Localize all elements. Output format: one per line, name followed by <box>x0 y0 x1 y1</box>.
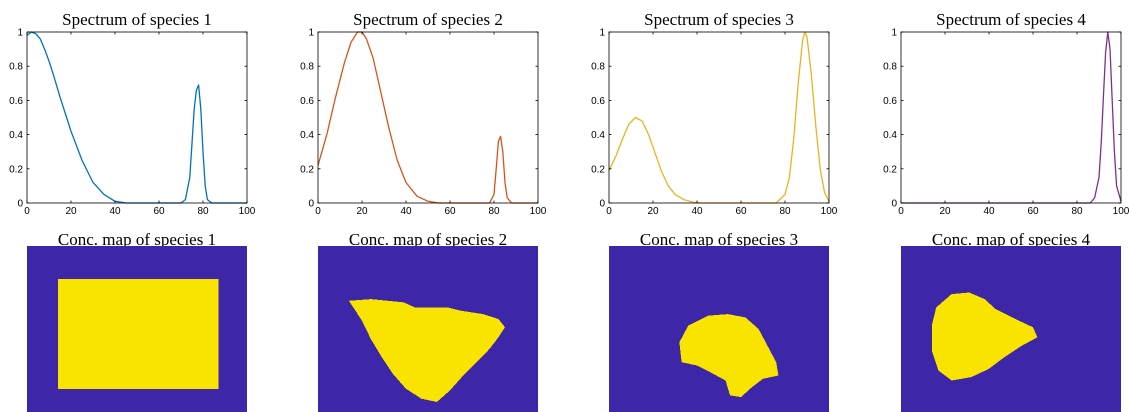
spectrum-title-2: Spectrum of species 2 <box>353 10 503 29</box>
y-tick-label: 0.6 <box>300 96 314 107</box>
x-tick-label: 100 <box>239 206 256 217</box>
y-tick-label: 0 <box>891 199 897 210</box>
x-tick-label: 80 <box>779 206 791 217</box>
series-line-2 <box>317 31 538 204</box>
spectrum-panel-3: Spectrum of species 3 0 20 40 60 80 100 0 0.2 0.… <box>591 10 838 217</box>
map-title-4: Conc. map of species 4 <box>932 230 1091 249</box>
y-tick-label: 0.2 <box>591 164 605 175</box>
concentration-region-4 <box>931 292 1038 381</box>
y-tick-label: 0.6 <box>591 96 605 107</box>
x-tick-label: 60 <box>153 206 165 217</box>
map-panel-2: Conc. map of species 2 <box>318 230 538 412</box>
axes-frame-4 <box>900 31 1122 204</box>
axes-frame-3 <box>608 31 830 204</box>
map-panel-4: Conc. map of species 4 <box>901 230 1121 412</box>
concentration-region-1 <box>57 279 219 389</box>
y-tick-label: 0.6 <box>883 96 897 107</box>
x-tick-label: 40 <box>400 206 412 217</box>
x-tick-label: 40 <box>109 206 121 217</box>
y-tick-label: 0.4 <box>9 130 23 141</box>
x-tick-label: 20 <box>356 206 368 217</box>
map-panel-3: Conc. map of species 3 <box>609 230 829 412</box>
y-tick-label: 1 <box>308 28 314 39</box>
x-tick-label: 80 <box>197 206 209 217</box>
y-tick-label: 0.4 <box>300 130 314 141</box>
y-tick-label: 0 <box>308 199 314 210</box>
axes-frame-2 <box>317 31 539 204</box>
y-tick-label: 1 <box>891 28 897 39</box>
y-tick-label: 1 <box>17 28 23 39</box>
y-tick-label: 0.8 <box>883 62 897 73</box>
y-tick-label: 0 <box>599 199 605 210</box>
series-line-4 <box>901 31 1122 204</box>
y-tick-label: 0 <box>17 199 23 210</box>
x-tick-label: 100 <box>1113 206 1129 217</box>
x-tick-label: 100 <box>821 206 838 217</box>
spectrum-title-4: Spectrum of species 4 <box>936 10 1086 29</box>
x-tick-label: 60 <box>1027 206 1039 217</box>
spectrum-panel-1: Spectrum of species 1 0 20 40 60 80 100 0 0.2 0.… <box>9 10 256 217</box>
x-tick-label: 0 <box>24 206 30 217</box>
x-tick-label: 0 <box>898 206 904 217</box>
x-tick-label: 100 <box>530 206 547 217</box>
spectrum-title-3: Spectrum of species 3 <box>644 10 794 29</box>
y-tick-label: 0.4 <box>883 130 897 141</box>
spectrum-panel-4: Spectrum of species 4 0 20 40 60 80 100 0 0.2 0.… <box>883 10 1129 217</box>
x-tick-label: 20 <box>647 206 659 217</box>
series-line-3 <box>608 31 830 204</box>
x-tick-label: 0 <box>606 206 612 217</box>
x-tick-label: 20 <box>65 206 77 217</box>
y-tick-label: 0.8 <box>300 62 314 73</box>
y-tick-label: 0.2 <box>9 164 23 175</box>
map-panel-1: Conc. map of species 1 <box>27 230 247 412</box>
spectrum-panel-2: Spectrum of species 2 0 20 40 60 80 100 0 0.2 0.… <box>300 10 547 217</box>
y-tick-label: 1 <box>599 28 605 39</box>
concentration-region-2 <box>348 299 505 402</box>
y-tick-label: 0.4 <box>591 130 605 141</box>
x-tick-label: 60 <box>444 206 456 217</box>
x-tick-label: 40 <box>691 206 703 217</box>
map-title-2: Conc. map of species 2 <box>349 230 507 249</box>
x-tick-label: 0 <box>315 206 321 217</box>
y-tick-label: 0.8 <box>9 62 23 73</box>
concentration-region-3 <box>679 314 779 398</box>
x-tick-label: 60 <box>735 206 747 217</box>
x-tick-label: 80 <box>1071 206 1083 217</box>
x-tick-label: 20 <box>939 206 951 217</box>
x-tick-label: 80 <box>488 206 500 217</box>
y-tick-label: 0.2 <box>883 164 897 175</box>
map-title-3: Conc. map of species 3 <box>640 230 798 249</box>
series-line-1 <box>26 31 247 204</box>
spectrum-title-1: Spectrum of species 1 <box>62 10 212 29</box>
y-tick-label: 0.2 <box>300 164 314 175</box>
map-title-1: Conc. map of species 1 <box>58 230 216 249</box>
x-tick-label: 40 <box>983 206 995 217</box>
axes-frame-1 <box>26 31 248 204</box>
y-tick-label: 0.6 <box>9 96 23 107</box>
y-tick-label: 0.8 <box>591 62 605 73</box>
